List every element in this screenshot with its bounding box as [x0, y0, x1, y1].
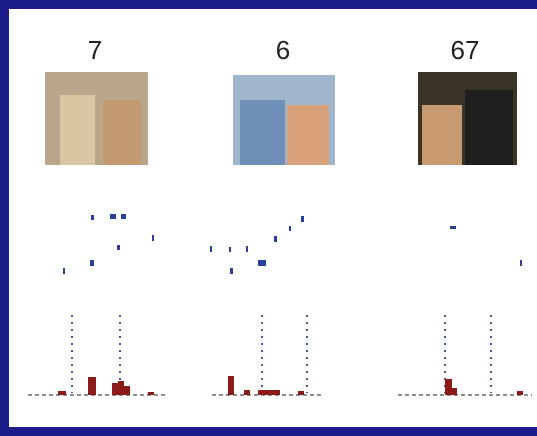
panel-label: 6 [276, 35, 290, 65]
photo-figure [103, 100, 141, 165]
photo-figure [60, 95, 95, 165]
photo-figure [422, 105, 462, 165]
photo-figure [465, 90, 513, 165]
panel-label: 7 [88, 35, 102, 65]
raster-marks [63, 214, 522, 274]
panel-label: 67 [451, 35, 480, 65]
histograms [28, 315, 532, 396]
photos [45, 72, 517, 165]
photo-figure [240, 100, 285, 165]
photo-figure [287, 105, 329, 165]
slide-panel [9, 9, 537, 427]
